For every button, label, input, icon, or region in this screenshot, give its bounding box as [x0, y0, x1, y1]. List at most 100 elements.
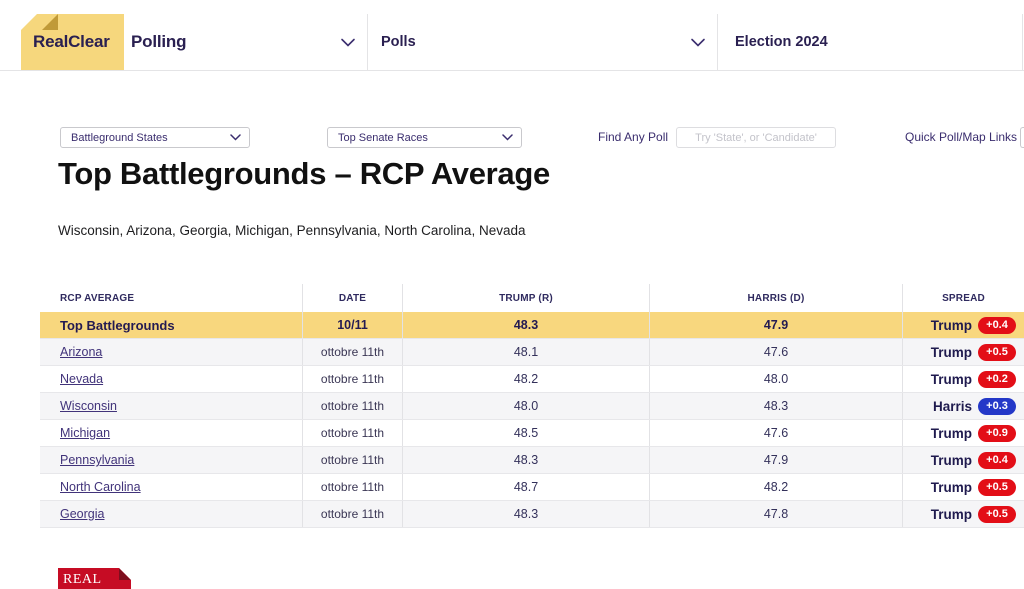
find-any-poll-label: Find Any Poll — [598, 130, 669, 144]
spread-cell: Trump +0.5 — [903, 501, 1024, 527]
spread-badge: +0.3 — [978, 397, 1016, 415]
footer-fold-corner — [119, 568, 131, 580]
trump-value-cell: 48.1 — [403, 339, 650, 365]
trump-value-cell: 48.7 — [403, 474, 650, 500]
state-link[interactable]: Nevada — [60, 372, 104, 386]
date-cell: ottobre 11th — [303, 339, 403, 365]
chevron-down-icon — [502, 134, 513, 141]
col-header-rcp-average: RCP AVERAGE — [40, 284, 303, 312]
brand-realclear-text: RealClear — [33, 32, 110, 51]
date-cell: ottobre 11th — [303, 447, 403, 473]
spread-badge: +0.4 — [978, 451, 1016, 469]
state-link[interactable]: Arizona — [60, 345, 103, 359]
date-cell: ottobre 11th — [303, 501, 403, 527]
harris-value-cell: 47.6 — [650, 339, 903, 365]
footer-logo[interactable]: REAL — [58, 568, 131, 589]
page-title: Top Battlegrounds – RCP Average — [58, 156, 550, 191]
nav-divider — [1022, 14, 1023, 70]
brand-polling-text: Polling — [131, 32, 187, 51]
top-nav: RealClear Polling Polls Election 2024 — [0, 14, 1024, 71]
brand-logo-box: RealClear — [21, 14, 124, 70]
spread-cell: Trump +0.4 — [903, 312, 1024, 338]
harris-value-cell: 47.6 — [650, 420, 903, 446]
date-cell: 10/11 — [303, 312, 403, 338]
trump-value-cell: 48.3 — [403, 501, 650, 527]
nav-divider — [367, 14, 368, 70]
harris-value-cell: 48.0 — [650, 366, 903, 392]
table-row: Arizona ottobre 11th 48.1 47.6 Trump +0.… — [40, 339, 1024, 366]
nav-divider — [717, 14, 718, 70]
row-title: Top Battlegrounds — [60, 317, 175, 333]
harris-value-cell: 47.9 — [650, 447, 903, 473]
trump-value-cell: 48.2 — [403, 366, 650, 392]
date-cell: ottobre 11th — [303, 393, 403, 419]
nav-election-label: Election 2024 — [735, 34, 828, 50]
spread-badge: +0.5 — [978, 505, 1016, 523]
col-header-spread: SPREAD — [942, 292, 985, 304]
spread-cell: Trump +0.9 — [903, 420, 1024, 446]
nav-item-election-2024[interactable]: Election 2024 — [735, 14, 828, 70]
state-link[interactable]: Georgia — [60, 507, 105, 521]
quick-poll-map-links[interactable]: Quick Poll/Map Links — [905, 130, 1018, 144]
table-row: Georgia ottobre 11th 48.3 47.8 Trump +0.… — [40, 501, 1024, 528]
spread-leader-name: Harris — [932, 398, 972, 414]
poll-search-input[interactable] — [676, 127, 836, 148]
trump-value-cell: 48.0 — [403, 393, 650, 419]
spread-cell: Trump +0.2 — [903, 366, 1024, 392]
trump-value-cell: 48.3 — [403, 312, 650, 338]
state-link[interactable]: Wisconsin — [60, 399, 117, 413]
senate-races-select[interactable]: Top Senate Races — [327, 127, 522, 148]
spread-badge: +0.4 — [978, 316, 1016, 334]
date-cell: ottobre 11th — [303, 420, 403, 446]
trump-value-cell: 48.5 — [403, 420, 650, 446]
battleground-states-select[interactable]: Battleground States — [60, 127, 250, 148]
col-header-trump: TRUMP (R) — [403, 284, 650, 312]
spread-leader-name: Trump — [930, 317, 972, 333]
brand-logo[interactable]: RealClear Polling — [21, 14, 186, 70]
state-link[interactable]: Michigan — [60, 426, 111, 440]
col-header-date: DATE — [303, 284, 403, 312]
filter-bar: Battleground States Top Senate Races Fin… — [0, 127, 1024, 149]
harris-value-cell: 47.9 — [650, 312, 903, 338]
senate-select-value: Top Senate Races — [338, 131, 428, 144]
spread-leader-name: Trump — [930, 425, 972, 441]
chevron-down-icon[interactable] — [340, 38, 356, 48]
page-subtitle: Wisconsin, Arizona, Georgia, Michigan, P… — [58, 223, 526, 238]
spread-cell: Harris +0.3 — [903, 393, 1024, 419]
table-body: Top Battlegrounds 10/11 48.3 47.9 Trump … — [40, 312, 1024, 528]
table-row: Pennsylvania ottobre 11th 48.3 47.9 Trum… — [40, 447, 1024, 474]
spread-badge: +0.9 — [978, 424, 1016, 442]
table-header-row: RCP AVERAGE DATE TRUMP (R) HARRIS (D) SP… — [40, 284, 1024, 312]
state-link[interactable]: North Carolina — [60, 480, 141, 494]
spread-leader-name: Trump — [930, 371, 972, 387]
nav-item-polls[interactable]: Polls — [381, 14, 416, 70]
table-row: North Carolina ottobre 11th 48.7 48.2 Tr… — [40, 474, 1024, 501]
footer-logo-text: REAL — [63, 572, 102, 587]
table-row: Michigan ottobre 11th 48.5 47.6 Trump +0… — [40, 420, 1024, 447]
spread-cell: Trump +0.5 — [903, 339, 1024, 365]
spread-leader-name: Trump — [930, 506, 972, 522]
spread-badge: +0.5 — [978, 343, 1016, 361]
harris-value-cell: 48.2 — [650, 474, 903, 500]
spread-cell: Trump +0.4 — [903, 447, 1024, 473]
rcp-average-table: RCP AVERAGE DATE TRUMP (R) HARRIS (D) SP… — [40, 284, 1024, 528]
trump-value-cell: 48.3 — [403, 447, 650, 473]
spread-leader-name: Trump — [930, 344, 972, 360]
spread-badge: +0.2 — [978, 370, 1016, 388]
harris-value-cell: 48.3 — [650, 393, 903, 419]
harris-value-cell: 47.8 — [650, 501, 903, 527]
date-cell: ottobre 11th — [303, 474, 403, 500]
cut-off-dropdown-fragment — [1020, 127, 1024, 148]
nav-polls-label: Polls — [381, 34, 416, 50]
table-row: Nevada ottobre 11th 48.2 48.0 Trump +0.2 — [40, 366, 1024, 393]
table-row: Wisconsin ottobre 11th 48.0 48.3 Harris … — [40, 393, 1024, 420]
chevron-down-icon[interactable] — [690, 38, 706, 48]
table-row: Top Battlegrounds 10/11 48.3 47.9 Trump … — [40, 312, 1024, 339]
col-header-harris: HARRIS (D) — [650, 284, 903, 312]
chevron-down-icon — [230, 134, 241, 141]
battleground-select-value: Battleground States — [71, 131, 168, 144]
state-link[interactable]: Pennsylvania — [60, 453, 135, 467]
spread-badge: +0.5 — [978, 478, 1016, 496]
date-cell: ottobre 11th — [303, 366, 403, 392]
